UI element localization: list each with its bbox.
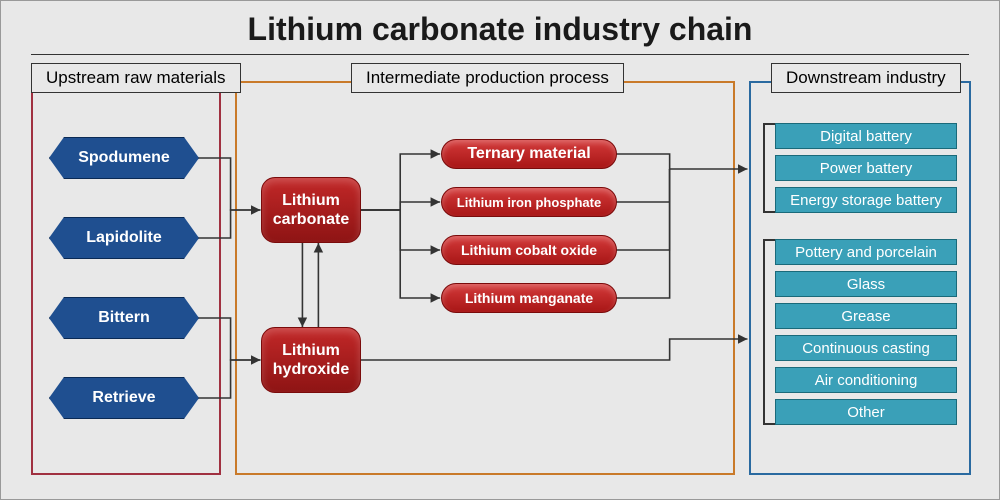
material-node: Lithium cobalt oxide bbox=[441, 235, 617, 265]
lithium-carbonate: Lithium carbonate bbox=[261, 177, 361, 243]
downstream-other: Grease bbox=[775, 303, 957, 329]
material-node: Lithium manganate bbox=[441, 283, 617, 313]
bracket-batteries bbox=[763, 123, 765, 213]
downstream-other: Other bbox=[775, 399, 957, 425]
material-node: Lithium iron phosphate bbox=[441, 187, 617, 217]
upstream-node: Bittern bbox=[49, 297, 199, 339]
downstream-battery: Power battery bbox=[775, 155, 957, 181]
downstream-battery: Digital battery bbox=[775, 123, 957, 149]
intermediate-label: Intermediate production process bbox=[351, 63, 624, 93]
upstream-node: Spodumene bbox=[49, 137, 199, 179]
page-title: Lithium carbonate industry chain bbox=[1, 1, 999, 54]
downstream-other: Air conditioning bbox=[775, 367, 957, 393]
downstream-other: Pottery and porcelain bbox=[775, 239, 957, 265]
upstream-label: Upstream raw materials bbox=[31, 63, 241, 93]
divider bbox=[31, 54, 969, 55]
downstream-label: Downstream industry bbox=[771, 63, 961, 93]
diagram-stage: Upstream raw materials Intermediate prod… bbox=[31, 69, 969, 489]
downstream-battery: Energy storage battery bbox=[775, 187, 957, 213]
downstream-other: Continuous casting bbox=[775, 335, 957, 361]
downstream-other: Glass bbox=[775, 271, 957, 297]
lithium-hydroxide: Lithium hydroxide bbox=[261, 327, 361, 393]
material-node: Ternary material bbox=[441, 139, 617, 169]
bracket-other bbox=[763, 239, 765, 425]
upstream-node: Retrieve bbox=[49, 377, 199, 419]
upstream-node: Lapidolite bbox=[49, 217, 199, 259]
